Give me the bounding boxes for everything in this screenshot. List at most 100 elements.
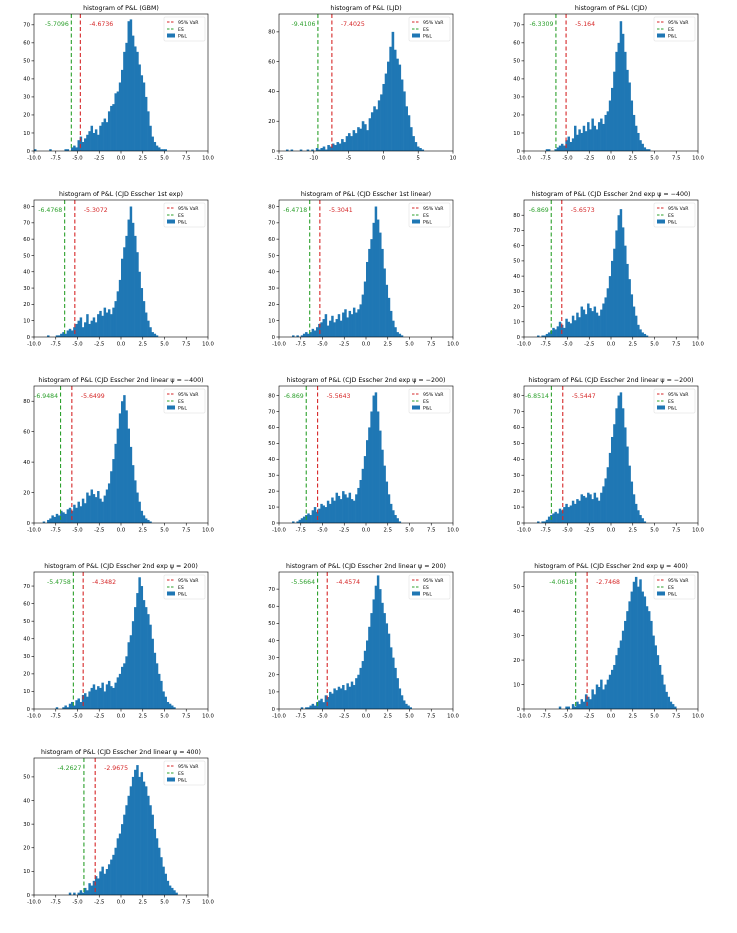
histogram-bar xyxy=(394,327,397,337)
histogram-bar xyxy=(400,79,404,151)
histogram-bar xyxy=(322,146,326,151)
histogram-bar xyxy=(138,271,141,337)
x-tick-label: -2.5 xyxy=(339,528,349,534)
y-tick-label: 70 xyxy=(23,584,30,590)
histogram-bar xyxy=(394,667,397,709)
histogram-bar xyxy=(339,688,343,709)
histogram-chart: histogram of P&L (CJD Esscher 1st exp) -5… xyxy=(23,191,214,348)
histogram-bar xyxy=(292,335,295,337)
histogram-bar xyxy=(302,333,306,337)
x-tick-label: 5.0 xyxy=(160,900,169,906)
histogram-bar xyxy=(357,127,360,151)
histogram-bar xyxy=(114,443,117,523)
legend-es-label: ES xyxy=(178,213,184,219)
histogram-bar xyxy=(121,824,124,895)
histogram-bar xyxy=(73,892,76,895)
var-value-label: -4.4574 xyxy=(336,579,360,586)
histogram-panel: histogram of P&L (CJD Esscher 2nd exp ψ … xyxy=(2,560,247,747)
y-tick-label: 30 xyxy=(23,95,30,101)
x-tick-label: -10.0 xyxy=(272,342,286,348)
histogram-bar xyxy=(597,686,601,709)
histogram-bar xyxy=(628,279,631,337)
x-tick-label: 7.5 xyxy=(672,528,680,534)
bars-group xyxy=(300,575,412,709)
y-tick-label: 70 xyxy=(513,409,520,415)
histogram-bar xyxy=(315,148,319,151)
histogram-bar xyxy=(47,335,50,337)
histogram-bar xyxy=(94,497,98,523)
histogram-bar xyxy=(309,515,312,523)
histogram-bar xyxy=(569,505,573,523)
histogram-bar xyxy=(554,149,557,151)
histogram-bar xyxy=(352,685,356,709)
histogram-bar xyxy=(363,281,367,337)
histogram-bar xyxy=(157,847,161,895)
x-tick-label: 2.5 xyxy=(629,342,637,348)
histogram-bar xyxy=(608,276,612,337)
histogram-bar xyxy=(331,497,334,523)
histogram-bar xyxy=(324,314,328,337)
histogram-bar xyxy=(545,519,549,523)
histogram-bar xyxy=(652,635,655,709)
histogram-bar xyxy=(168,885,172,895)
histogram-bar xyxy=(307,513,310,523)
histogram-bar xyxy=(64,149,67,151)
histogram-bar xyxy=(637,510,640,523)
x-tick-label: -7.5 xyxy=(51,156,61,162)
histogram-bar xyxy=(630,294,634,337)
histogram-bar xyxy=(563,507,566,523)
chart-title: histogram of P&L (CJD Esscher 2nd exp ψ … xyxy=(44,563,198,570)
histogram-bar xyxy=(116,677,120,709)
y-tick-label: 30 xyxy=(513,95,520,101)
histogram-bar xyxy=(558,706,562,709)
y-tick-label: 0 xyxy=(27,521,31,527)
histogram-bar xyxy=(628,601,631,709)
histogram-bar xyxy=(359,128,363,151)
plot-frame xyxy=(278,13,454,152)
histogram-bar xyxy=(661,674,664,709)
histogram-bar xyxy=(311,149,314,151)
x-tick-label: 5.0 xyxy=(650,528,659,534)
bars-group xyxy=(55,577,176,709)
histogram-bar xyxy=(311,328,315,337)
histogram-panel: histogram of P&L (LJD) -7.4025 -9.4106 -15 -… xyxy=(247,2,492,189)
histogram-bar xyxy=(47,519,50,523)
y-tick-label: 80 xyxy=(268,30,275,36)
histogram-bar xyxy=(99,687,102,709)
histogram-bar xyxy=(62,707,65,709)
es-value-label: -9.4106 xyxy=(292,21,316,28)
x-tick-label: -2.5 xyxy=(339,714,349,720)
histogram-bar xyxy=(97,314,100,337)
x-tick-label: -5.0 xyxy=(72,342,83,348)
x-tick-label: -5.0 xyxy=(317,342,328,348)
histogram-bar xyxy=(632,306,636,337)
histogram-bar xyxy=(75,147,78,151)
histogram-bar xyxy=(324,695,328,709)
histogram-chart: histogram of P&L (CJD Esscher 2nd linear… xyxy=(268,563,459,720)
histogram-bar xyxy=(613,664,616,709)
histogram-bar xyxy=(84,693,87,709)
var-value-label: -4.6736 xyxy=(89,21,113,28)
histogram-bar xyxy=(342,491,345,523)
legend-es-label: ES xyxy=(423,585,429,591)
y-tick-label: 60 xyxy=(23,429,30,435)
histogram-bar xyxy=(547,516,551,523)
histogram-bar xyxy=(123,247,126,337)
histogram-chart: histogram of P&L (CJD Esscher 2nd exp ψ … xyxy=(513,563,704,720)
histogram-bar xyxy=(379,589,382,709)
histogram-bar xyxy=(337,314,341,337)
x-tick-label: 2.5 xyxy=(139,156,147,162)
histogram-bar xyxy=(77,501,80,523)
histogram-bar xyxy=(347,133,351,151)
legend-pl-swatch xyxy=(167,33,175,38)
histogram-bar xyxy=(580,494,584,523)
histogram-bar xyxy=(127,642,130,709)
histogram-bar xyxy=(324,507,328,523)
histogram-bar xyxy=(626,69,629,151)
histogram-bar xyxy=(407,705,410,709)
histogram-bar xyxy=(556,326,560,337)
histogram-bar xyxy=(305,332,308,337)
y-tick-label: 10 xyxy=(513,131,520,137)
